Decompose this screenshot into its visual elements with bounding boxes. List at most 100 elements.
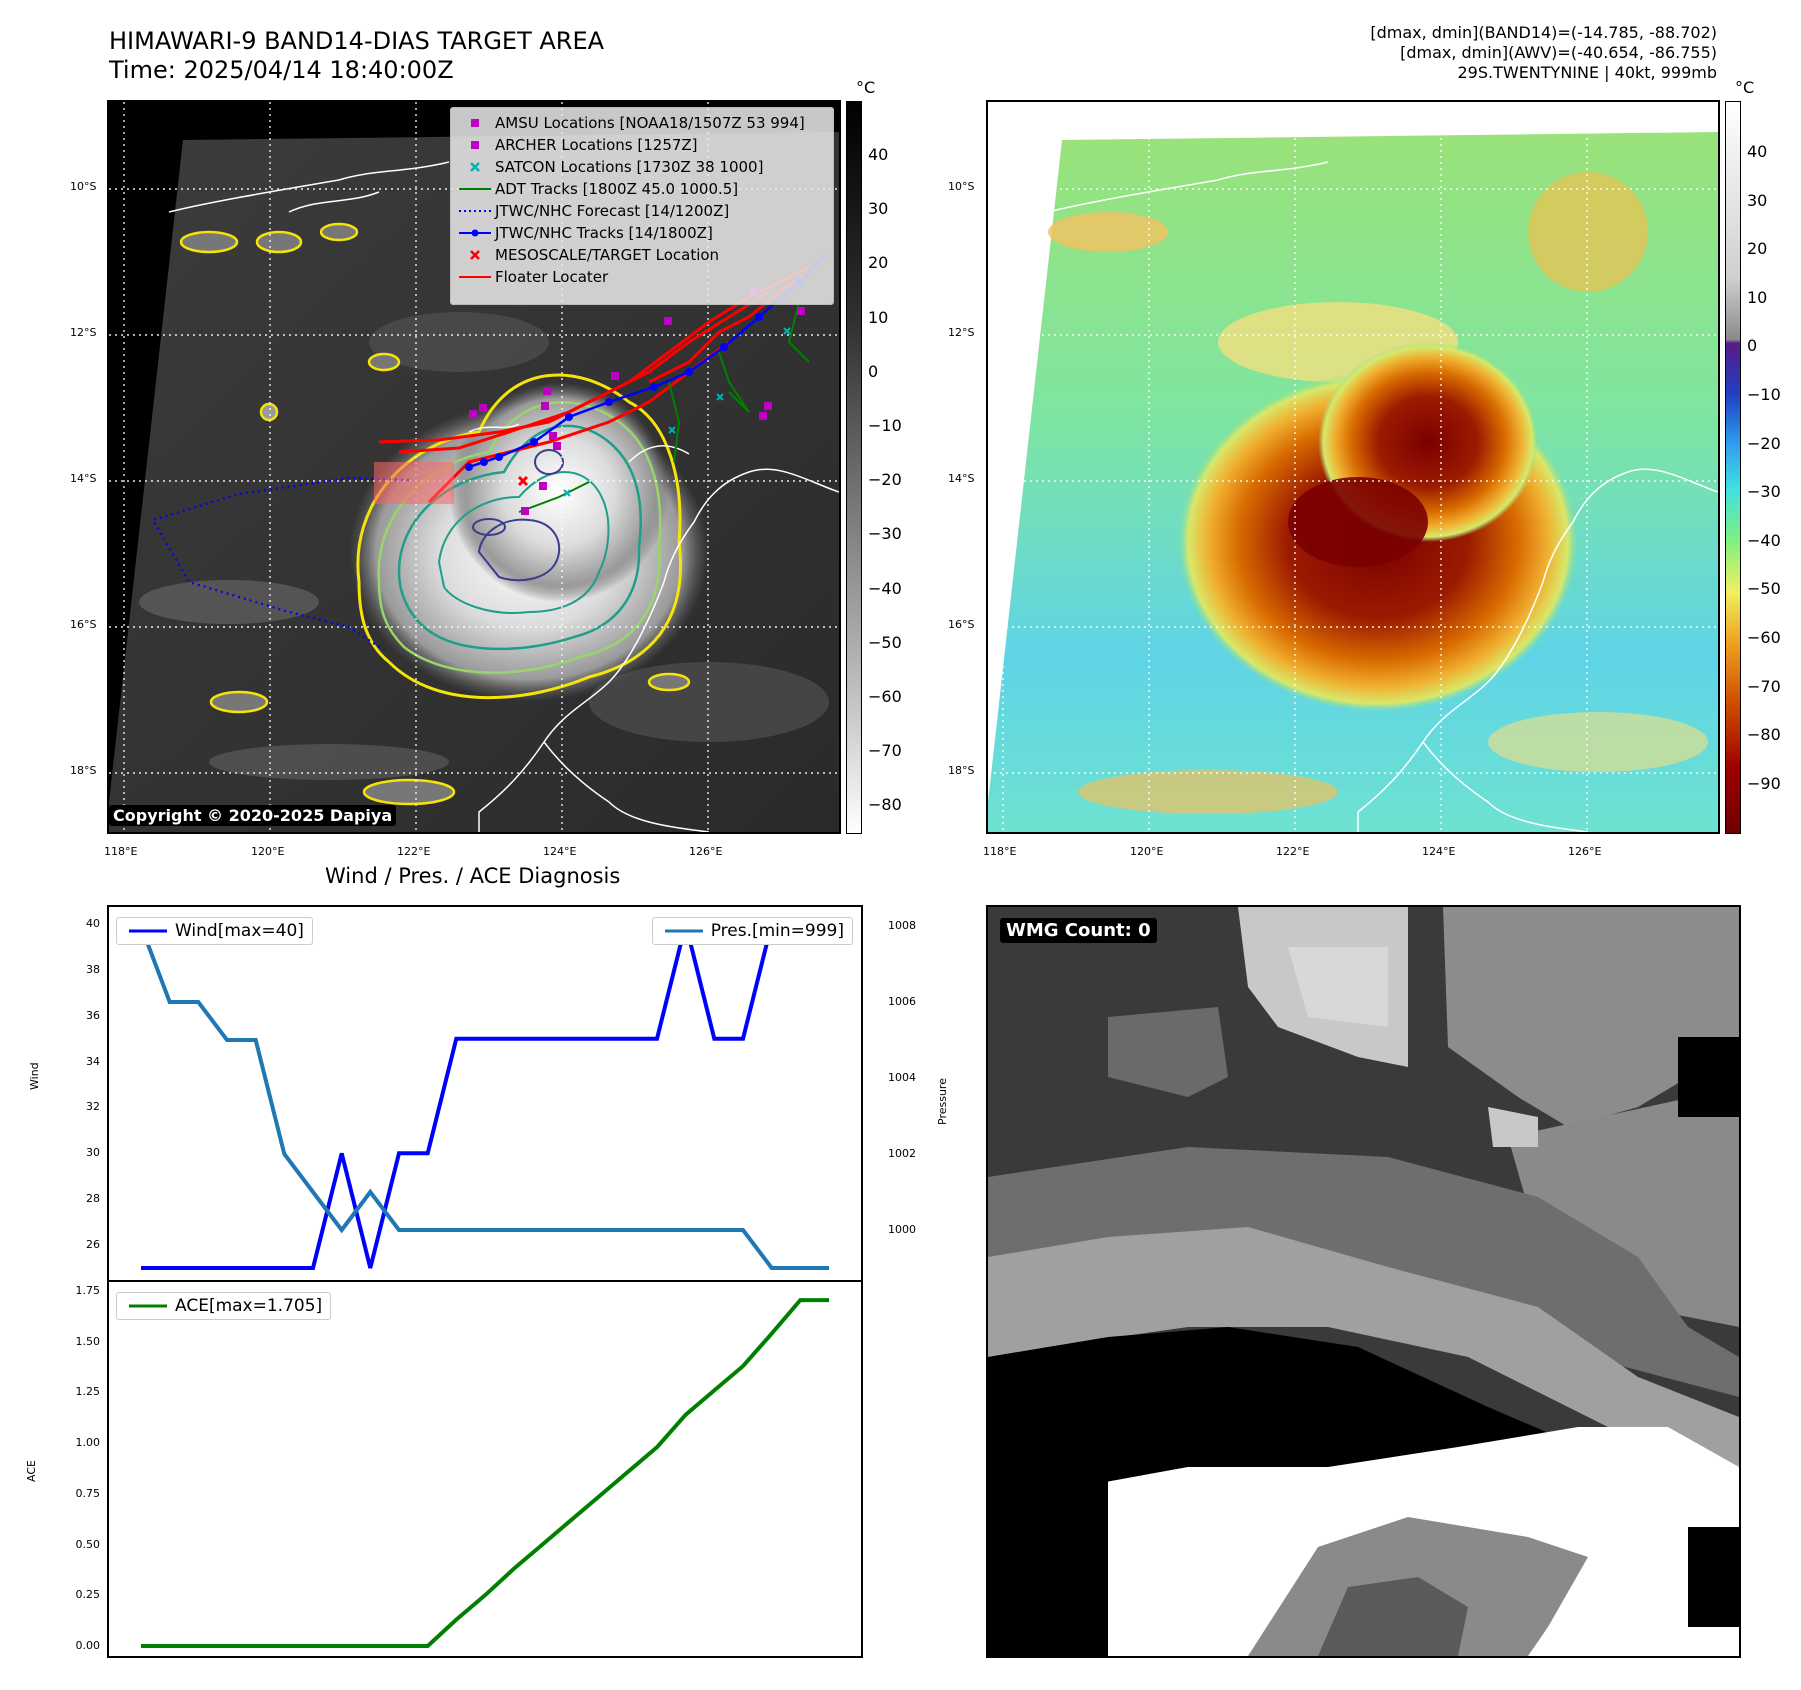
colorbar-tick-label: 40 bbox=[1747, 142, 1768, 161]
map-legend-item: AMSU Locations [NOAA18/1507Z 53 994] bbox=[451, 112, 833, 134]
left-lon-label: 126°E bbox=[689, 845, 723, 858]
map-legend-label: Floater Locater bbox=[495, 268, 609, 286]
map-legend-symbol bbox=[459, 188, 491, 190]
colorbar-tick-label: −10 bbox=[1747, 385, 1781, 404]
colorbar-tick-label: −20 bbox=[868, 470, 902, 490]
ace-series-line bbox=[141, 1298, 829, 1648]
map-legend-item: JTWC/NHC Tracks [14/1800Z] bbox=[451, 222, 833, 244]
map-legend-symbol bbox=[470, 250, 480, 260]
right-lon-label: 118°E bbox=[983, 845, 1017, 858]
colorbar-tick-label: −20 bbox=[1747, 433, 1781, 453]
axis-tick-label: 34 bbox=[86, 1054, 100, 1068]
colorbar-tick-label: −70 bbox=[868, 741, 902, 761]
pressure-series-line bbox=[139, 925, 829, 1270]
colorbar-tick-label: −30 bbox=[1747, 482, 1781, 502]
axis-tick-label: 1.75 bbox=[75, 1284, 101, 1297]
ace-plot bbox=[141, 1298, 829, 1648]
axis-tick-label: 1002 bbox=[888, 1147, 916, 1160]
left-lon-label: 118°E bbox=[104, 845, 138, 858]
map-legend-label: SATCON Locations [1730Z 38 1000] bbox=[495, 158, 764, 176]
colorbar-tick-label: −60 bbox=[868, 687, 902, 706]
wind-legend-label: Wind[max=40] bbox=[175, 921, 304, 941]
axis-tick-label: 28 bbox=[86, 1192, 100, 1206]
axis-tick-label: 1004 bbox=[888, 1071, 916, 1084]
awv-map bbox=[988, 102, 1718, 832]
left-lat-label: 16°S bbox=[70, 618, 97, 631]
map-legend-symbol bbox=[459, 276, 491, 278]
colorbar-tick-label: 10 bbox=[868, 307, 889, 327]
colorbar-tick-label: −40 bbox=[868, 578, 902, 598]
map-legend-symbol bbox=[459, 229, 491, 237]
colorbar-tick-label: −40 bbox=[1747, 530, 1781, 550]
colorbar-tick-label: −30 bbox=[868, 524, 902, 544]
colorbar-tick-label: −50 bbox=[868, 632, 902, 652]
ace-legend: ACE[max=1.705] bbox=[116, 1292, 332, 1320]
map-legend-item: ARCHER Locations [1257Z] bbox=[451, 134, 833, 156]
info-storm: 29S.TWENTYNINE | 40kt, 999mb bbox=[1457, 63, 1718, 82]
pres-legend: Pres.[min=999] bbox=[651, 917, 853, 945]
map-legend-label: ARCHER Locations [1257Z] bbox=[495, 136, 698, 154]
colorbar-tick-label: 30 bbox=[1747, 190, 1768, 210]
axis-tick-label: 0.00 bbox=[75, 1639, 101, 1652]
wind-series-line bbox=[141, 922, 829, 1270]
axis-tick-label: 1006 bbox=[888, 995, 916, 1008]
map-legend-item: SATCON Locations [1730Z 38 1000] bbox=[451, 156, 833, 178]
colorbar-tick-label: 20 bbox=[868, 253, 889, 273]
wmg-image bbox=[988, 907, 1739, 1656]
colorbar-tick-label: 20 bbox=[1747, 239, 1768, 259]
right-colorbar-unit: °C bbox=[1735, 78, 1755, 97]
axis-tick-label: 36 bbox=[86, 1008, 100, 1022]
pressure-axis-label: Pressure bbox=[936, 1078, 949, 1125]
info-band14-range: [dmax, dmin](BAND14)=(-14.785, -88.702) bbox=[1370, 23, 1717, 42]
map-legend-label: ADT Tracks [1800Z 45.0 1000.5] bbox=[495, 180, 739, 198]
map-legend-label: AMSU Locations [NOAA18/1507Z 53 994] bbox=[495, 114, 805, 132]
right-lat-label: 12°S bbox=[948, 326, 975, 339]
colorbar-tick-label: 40 bbox=[868, 145, 889, 164]
map-legend-symbol bbox=[471, 119, 479, 127]
map-legend-item: JTWC/NHC Forecast [14/1200Z] bbox=[451, 200, 833, 222]
awv-map-panel bbox=[986, 100, 1720, 834]
right-lat-label: 16°S bbox=[948, 618, 975, 631]
pres-legend-label: Pres.[min=999] bbox=[710, 921, 844, 941]
ace-legend-label: ACE[max=1.705] bbox=[175, 1296, 323, 1316]
wind-pres-plot bbox=[139, 922, 829, 1270]
map-legend-symbol bbox=[459, 210, 491, 212]
wmg-panel: WMG Count: 0 bbox=[986, 905, 1741, 1658]
map-legend-symbol bbox=[470, 162, 480, 172]
ace-legend-line bbox=[129, 1304, 167, 1308]
right-colorbar bbox=[1725, 101, 1741, 834]
axis-tick-label: 1008 bbox=[888, 919, 916, 932]
map-title-line1: HIMAWARI-9 BAND14-DIAS TARGET AREA bbox=[109, 27, 605, 55]
right-lon-label: 126°E bbox=[1568, 845, 1602, 858]
axis-tick-label: 26 bbox=[86, 1238, 100, 1252]
right-lon-label: 124°E bbox=[1422, 845, 1456, 858]
map-legend-label: JTWC/NHC Tracks [14/1800Z] bbox=[495, 224, 713, 242]
axis-tick-label: 1000 bbox=[888, 1223, 916, 1236]
axis-tick-label: 30 bbox=[86, 1146, 100, 1160]
left-lon-label: 124°E bbox=[543, 845, 577, 858]
right-lat-label: 18°S bbox=[948, 764, 975, 777]
right-lon-label: 120°E bbox=[1130, 845, 1164, 858]
left-lon-label: 120°E bbox=[251, 845, 285, 858]
wind-legend-line bbox=[129, 929, 167, 933]
pres-legend-line bbox=[664, 929, 703, 933]
left-lat-label: 10°S bbox=[70, 180, 97, 193]
axis-tick-label: 1.00 bbox=[75, 1436, 101, 1450]
band14-map-panel: AMSU Locations [NOAA18/1507Z 53 994] ARCH… bbox=[107, 100, 841, 834]
colorbar-tick-label: −90 bbox=[1747, 773, 1781, 793]
map-legend-item: Floater Locater bbox=[451, 266, 833, 288]
map-legend-label: MESOSCALE/TARGET Location bbox=[495, 246, 720, 264]
left-lat-label: 14°S bbox=[70, 472, 97, 485]
left-lat-label: 12°S bbox=[70, 326, 97, 339]
colorbar-tick-label: −80 bbox=[868, 795, 902, 815]
map-legend-label: JTWC/NHC Forecast [14/1200Z] bbox=[495, 202, 730, 220]
wind-legend: Wind[max=40] bbox=[116, 917, 313, 945]
ace-panel: ACE[max=1.705] bbox=[107, 1280, 863, 1658]
wmg-count-badge: WMG Count: 0 bbox=[1000, 918, 1157, 943]
colorbar-tick-label: −70 bbox=[1747, 676, 1781, 696]
diagnosis-title: Wind / Pres. / ACE Diagnosis bbox=[325, 864, 621, 888]
colorbar-tick-label: −10 bbox=[868, 416, 902, 435]
right-lon-label: 122°E bbox=[1276, 845, 1310, 858]
colorbar-tick-label: 0 bbox=[1747, 336, 1758, 356]
ace-axis-label: ACE bbox=[25, 1460, 38, 1482]
